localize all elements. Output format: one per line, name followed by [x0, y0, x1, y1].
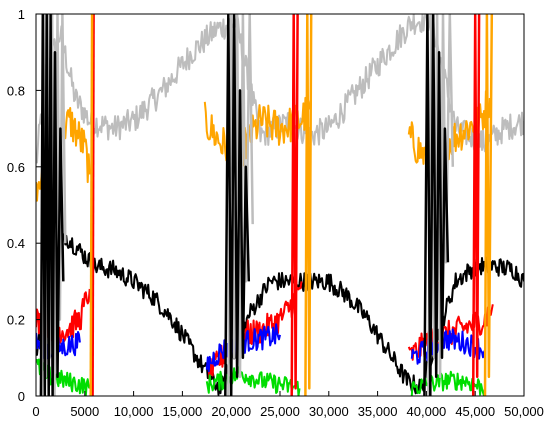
- series-layer: [36, 14, 524, 396]
- x-tick-label: 20,000: [211, 404, 251, 419]
- y-tick-label: 0.4: [7, 236, 25, 251]
- x-tick-label: 10,000: [114, 404, 154, 419]
- y-tick-label: 1: [18, 7, 25, 22]
- series-line-2-segment-2: [203, 96, 311, 168]
- series-line-8-segment-2: [224, 14, 251, 396]
- x-tick-label: 25,000: [260, 404, 300, 419]
- series-line-8-segment-1: [39, 14, 65, 396]
- x-tick-label: 40,000: [407, 404, 447, 419]
- series-line-9-segment-1: [91, 14, 95, 396]
- y-tick-label: 0.6: [7, 160, 25, 175]
- series-line-10-segment-3: [483, 14, 494, 396]
- x-tick-label: 0: [32, 404, 39, 419]
- y-tick-label: 0.2: [7, 313, 25, 328]
- x-tick-label: 15,000: [163, 404, 203, 419]
- series-line-10-segment-1: [89, 14, 94, 396]
- ticks-layer: 0 5000 10,000 15,000 20,000 25,000 30,000 35,00…: [7, 7, 544, 419]
- y-tick-label: 0: [18, 389, 25, 404]
- y-tick-label: 0.8: [7, 83, 25, 98]
- series-line-6-segment-2: [205, 366, 301, 396]
- x-tick-label: 5000: [70, 404, 99, 419]
- x-tick-label: 35,000: [358, 404, 398, 419]
- x-tick-label: 45,000: [455, 404, 495, 419]
- series-line-8-segment-3: [423, 14, 450, 396]
- x-tick-label: 50,000: [504, 404, 544, 419]
- x-tick-label: 30,000: [309, 404, 349, 419]
- series-line-9-segment-3: [471, 14, 481, 396]
- series-line-9-segment-2: [290, 14, 299, 396]
- series-line-10-segment-2: [304, 14, 313, 396]
